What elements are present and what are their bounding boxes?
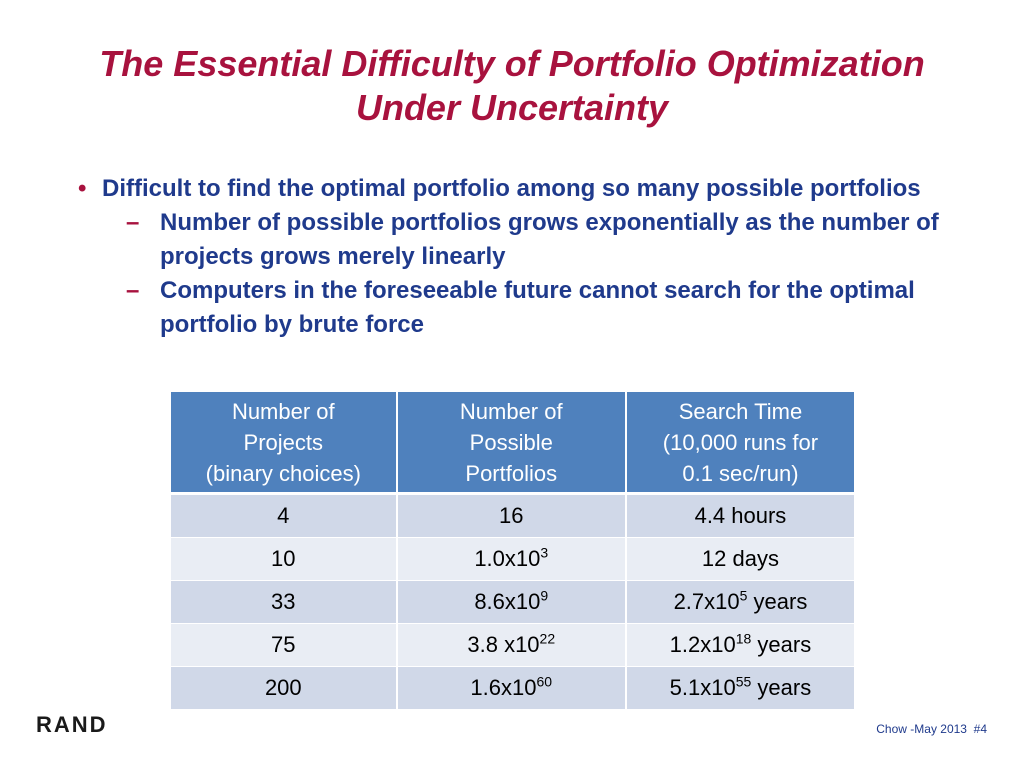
cell-portfolios: 8.6x109 xyxy=(396,580,627,624)
footer-text: Chow -May 2013 #4 xyxy=(876,722,987,736)
cell-portfolios: 16 xyxy=(396,493,627,538)
table-row: 10 1.0x103 12 days xyxy=(171,537,854,581)
sub-bullet-text: Computers in the foreseeable future cann… xyxy=(160,277,915,338)
sub-bullet-marker: – xyxy=(126,209,140,236)
cell-search-time: 2.7x105 years xyxy=(625,580,854,624)
cell-exponent: 5 xyxy=(739,587,748,604)
cell-base: 12 days xyxy=(701,546,779,571)
bullet-text: Difficult to find the optimal portfolio … xyxy=(102,175,921,202)
cell-search-time: 4.4 hours xyxy=(625,493,854,538)
sub-bullet-text: Number of possible portfolios grows expo… xyxy=(160,209,939,270)
cell-search-time: 12 days xyxy=(625,537,854,581)
cell-base: 4.4 hours xyxy=(694,503,787,528)
title-line-1: The Essential Difficulty of Portfolio Op… xyxy=(99,43,925,84)
cell-projects: 10 xyxy=(171,537,398,581)
header-projects: Number of Projects (binary choices) xyxy=(171,392,398,495)
cell-exponent: 60 xyxy=(536,673,553,690)
sub-bullet-item: – Computers in the foreseeable future ca… xyxy=(78,274,978,342)
cell-portfolios: 3.8 x1022 xyxy=(396,623,627,667)
sub-bullet-marker: – xyxy=(126,277,140,304)
cell-projects: 4 xyxy=(171,493,398,538)
cell-projects: 33 xyxy=(171,580,398,624)
cell-base: 1.0x10 xyxy=(474,546,541,571)
header-line: 0.1 sec/run) xyxy=(682,460,799,486)
cell-exponent: 22 xyxy=(539,630,556,647)
slide-title: The Essential Difficulty of Portfolio Op… xyxy=(20,42,1004,130)
bullet-list: • Difficult to find the optimal portfoli… xyxy=(78,172,978,342)
sub-bullet-item: – Number of possible portfolios grows ex… xyxy=(78,206,978,274)
bullet-marker: • xyxy=(78,175,87,202)
cell-exponent: 55 xyxy=(735,673,752,690)
cell-unit: years xyxy=(747,589,808,614)
cell-base: 8.6x10 xyxy=(474,589,541,614)
cell-base: 5.1x10 xyxy=(669,675,736,700)
cell-base: 1.2x10 xyxy=(669,632,736,657)
header-portfolios: Number of Possible Portfolios xyxy=(396,392,627,495)
header-search-time: Search Time (10,000 runs for 0.1 sec/run… xyxy=(625,392,854,495)
bullet-item: • Difficult to find the optimal portfoli… xyxy=(78,172,978,206)
cell-search-time: 1.2x1018 years xyxy=(625,623,854,667)
cell-base: 1.6x10 xyxy=(470,675,537,700)
header-line: Number of xyxy=(231,398,335,424)
header-line: Search Time xyxy=(678,398,803,424)
cell-search-time: 5.1x1055 years xyxy=(625,666,854,710)
header-line: Portfolios xyxy=(465,460,558,486)
cell-exponent: 18 xyxy=(735,630,752,647)
cell-base: 16 xyxy=(499,503,524,528)
header-line: Projects xyxy=(243,429,324,455)
header-line: Possible xyxy=(469,429,553,455)
cell-portfolios: 1.0x103 xyxy=(396,537,627,581)
table-row: 33 8.6x109 2.7x105 years xyxy=(171,580,854,624)
cell-base: 2.7x10 xyxy=(673,589,740,614)
cell-projects: 75 xyxy=(171,623,398,667)
rand-logo: RAND xyxy=(36,712,108,737)
table-header-row: Number of Projects (binary choices) Numb… xyxy=(171,392,854,495)
table-row: 200 1.6x1060 5.1x1055 years xyxy=(171,666,854,710)
cell-portfolios: 1.6x1060 xyxy=(396,666,627,710)
cell-base: 3.8 x10 xyxy=(467,632,540,657)
cell-exponent: 9 xyxy=(540,587,549,604)
header-line: Number of xyxy=(459,398,563,424)
title-line-2: Under Uncertainty xyxy=(355,87,669,128)
cell-unit: years xyxy=(751,675,812,700)
search-time-table: Number of Projects (binary choices) Numb… xyxy=(171,392,854,710)
header-line: (binary choices) xyxy=(205,460,361,486)
table-row: 4 16 4.4 hours xyxy=(171,493,854,538)
table-row: 75 3.8 x1022 1.2x1018 years xyxy=(171,623,854,667)
cell-projects: 200 xyxy=(171,666,398,710)
cell-exponent: 3 xyxy=(540,544,549,561)
cell-unit: years xyxy=(751,632,812,657)
header-line: (10,000 runs for xyxy=(662,429,819,455)
